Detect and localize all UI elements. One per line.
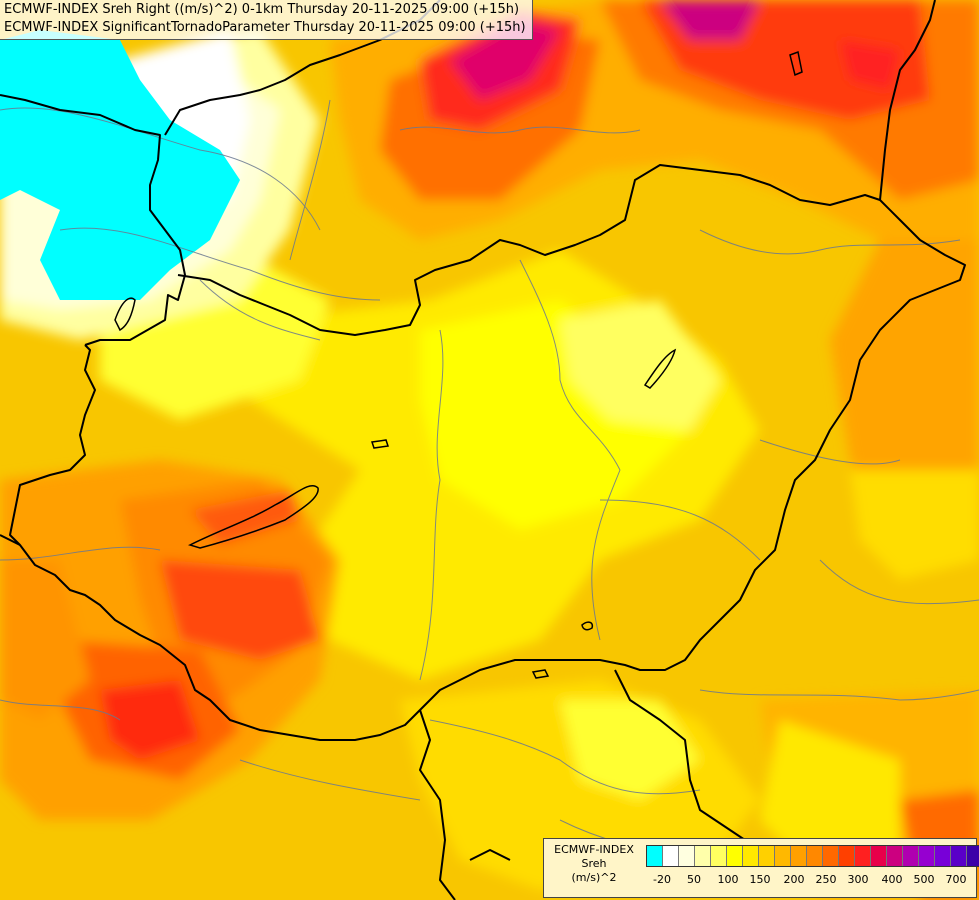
- legend-swatch: [839, 846, 855, 866]
- map-title-box: ECMWF-INDEX Sreh Right ((m/s)^2) 0-1km T…: [0, 0, 533, 40]
- legend-tick-label: 100: [717, 873, 739, 886]
- legend-swatch: [935, 846, 951, 866]
- legend-swatch: [871, 846, 887, 866]
- legend-swatch: [775, 846, 791, 866]
- legend-swatch: [647, 846, 663, 866]
- legend-swatch: [743, 846, 759, 866]
- legend-unit: (m/s)^2: [571, 871, 617, 884]
- legend-tick-label: 400: [881, 873, 903, 886]
- legend-swatch: [951, 846, 967, 866]
- legend-swatch: [727, 846, 743, 866]
- legend-swatch: [967, 846, 979, 866]
- legend-swatch: [855, 846, 871, 866]
- legend-swatch: [695, 846, 711, 866]
- legend-swatch: [711, 846, 727, 866]
- lakes: [114, 50, 803, 679]
- legend-swatch: [919, 846, 935, 866]
- legend-swatches: [646, 845, 979, 867]
- legend-tick-label: 200: [783, 873, 805, 886]
- legend-parameter: Sreh: [581, 857, 607, 870]
- legend-swatch: [663, 846, 679, 866]
- legend-swatch: [887, 846, 903, 866]
- legend-tick-label: 50: [687, 873, 701, 886]
- legend-tick-label: 250: [815, 873, 837, 886]
- legend-tick-label: 700: [945, 873, 967, 886]
- legend-tick-label: 500: [913, 873, 935, 886]
- legend-swatch: [823, 846, 839, 866]
- legend-swatch: [679, 846, 695, 866]
- legend-labels: ECMWF-INDEX Sreh (m/s)^2: [544, 843, 644, 885]
- legend-tick-label: -20: [653, 873, 671, 886]
- legend-ticks: -20 50 100 150 200 250 300 400 500 700: [646, 873, 966, 889]
- legend-swatch: [759, 846, 775, 866]
- legend-tick-label: 150: [749, 873, 771, 886]
- title-line-sreh: ECMWF-INDEX Sreh Right ((m/s)^2) 0-1km T…: [4, 2, 520, 17]
- legend-swatch: [903, 846, 919, 866]
- color-legend: ECMWF-INDEX Sreh (m/s)^2 -20 50 100 150 200 2…: [543, 838, 979, 898]
- legend-swatch: [791, 846, 807, 866]
- cyan-area: [0, 30, 240, 300]
- legend-title: ECMWF-INDEX: [554, 843, 634, 856]
- legend-swatch: [807, 846, 823, 866]
- title-line-stp: ECMWF-INDEX SignificantTornadoParameter …: [4, 20, 526, 35]
- legend-tick-label: 300: [847, 873, 869, 886]
- region-boundaries: [0, 99, 979, 861]
